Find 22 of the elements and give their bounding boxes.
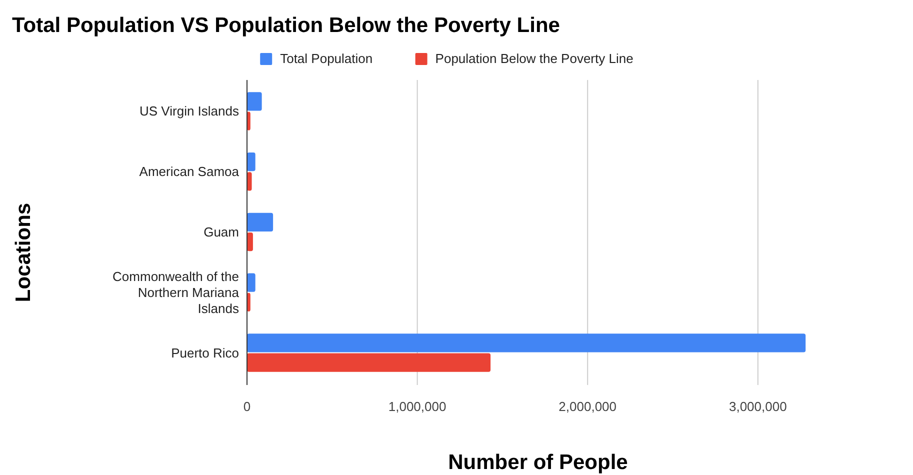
bar [247, 92, 262, 111]
y-axis-title: Locations [12, 202, 35, 302]
bar [247, 212, 274, 232]
y-tick-label: US Virgin Islands [140, 104, 240, 119]
y-tick-label: Puerto Rico [171, 345, 239, 360]
y-tick-label: American Samoa [139, 164, 240, 180]
y-tick-label: Commonwealth of the Northern Mariana Islands [112, 268, 240, 316]
x-tick-label: 2,000,000 [558, 399, 617, 414]
bar [247, 232, 253, 252]
x-tick-label: 0 [243, 399, 251, 414]
x-tick-label: 1,000,000 [388, 399, 446, 414]
bar [247, 152, 256, 172]
bar [247, 353, 491, 372]
x-axis-title: Number of People [448, 451, 628, 474]
chart-title: Total Population VS Population Below the Poverty Line [12, 14, 560, 37]
x-tick-label: 3,000,000 [728, 399, 787, 414]
legend-label: Total Population [280, 51, 373, 66]
bar [247, 334, 806, 352]
bar [247, 172, 252, 191]
legend-label: Population Below the Poverty Line [435, 51, 634, 66]
bar [247, 273, 256, 292]
y-tick-label: Guam [204, 224, 239, 240]
